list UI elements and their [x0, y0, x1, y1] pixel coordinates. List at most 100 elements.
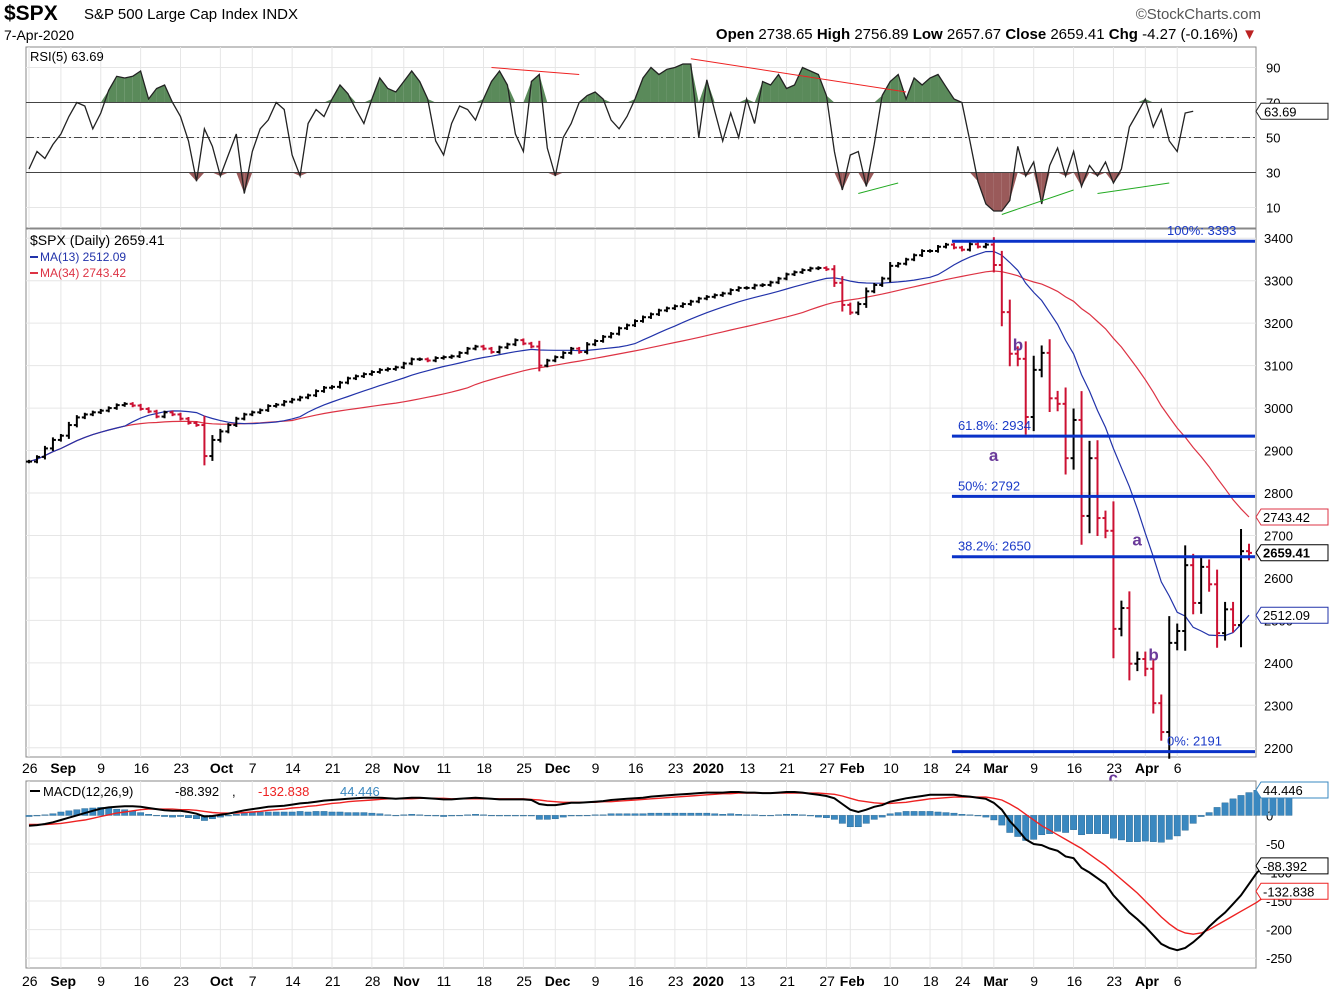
macd-x-tick: 26 [22, 973, 38, 989]
macd-histogram-bar [631, 813, 639, 816]
rsi-oversold-fill [1113, 172, 1122, 183]
macd-histogram-bar [280, 811, 288, 816]
macd-histogram-bar [193, 815, 200, 820]
signal-legend-value: -132.838 [258, 784, 309, 799]
macd-histogram-bar [783, 814, 790, 816]
rsi-overbought-fill [914, 78, 923, 103]
macd-x-tick: 9 [592, 973, 600, 989]
price-tick-label: 3300 [1264, 274, 1293, 289]
fib-level-label: 0%: 2191 [1167, 734, 1222, 749]
macd-x-tick: 13 [740, 973, 756, 989]
macd-histogram-bar [519, 815, 527, 817]
macd-histogram-bar [480, 814, 487, 816]
macd-x-tick: 21 [780, 973, 796, 989]
ma34-line [28, 270, 1250, 518]
macd-histogram-bar [703, 812, 711, 816]
macd-histogram-bar [464, 814, 471, 816]
macd-histogram-bar [1141, 815, 1149, 842]
ma13-last-tag-box [1255, 606, 1329, 624]
rsi-overbought-fill [930, 74, 939, 103]
macd-x-tick: Feb [840, 973, 865, 989]
price-tick-label: 2400 [1264, 656, 1293, 671]
rsi-overbought-fill [778, 74, 787, 103]
macd-histogram-bar [799, 814, 806, 816]
macd-histogram-bar [974, 815, 982, 817]
close-value: 2659.41 [1050, 26, 1105, 43]
macd-x-tick: 28 [365, 973, 381, 989]
macd-x-tick: 10 [883, 973, 899, 989]
rsi-overbought-fill [674, 64, 683, 103]
rsi-overbought-fill [794, 67, 803, 103]
macd-histogram-bar [727, 813, 735, 816]
rsi-last-value: 63.69 [1264, 104, 1297, 119]
macd-histogram-bar [934, 811, 942, 816]
macd-histogram-bar [807, 815, 814, 817]
macd-histogram-bar [958, 814, 966, 816]
macd-histogram-bar [990, 815, 998, 821]
rsi-oversold-fill [300, 172, 309, 176]
rsi-oversold-fill [547, 172, 556, 176]
macd-histogram-bar [440, 815, 448, 817]
macd-histogram-bar [910, 811, 918, 816]
macd-x-tick: 16 [134, 973, 150, 989]
macd-histogram-bar [950, 812, 958, 816]
price-x-tick: 23 [174, 760, 190, 776]
low-label: Low [912, 26, 943, 43]
macd-histogram-bar [432, 815, 440, 817]
price-x-tick: 2020 [693, 760, 724, 776]
macd-histogram-bar [735, 814, 743, 816]
rsi-oversold-fill [977, 172, 986, 204]
rsi-overbought-fill [116, 76, 125, 103]
open-label: Open [715, 26, 755, 43]
macd-histogram-bar [822, 815, 830, 818]
macd-histogram-bar [488, 815, 495, 817]
macd-histogram-bar [942, 812, 950, 816]
rsi-overbought-fill [395, 81, 404, 103]
macd-x-tick: Mar [983, 973, 1008, 989]
macd-histogram-bar [376, 813, 384, 816]
macd-histogram-bar [25, 815, 33, 817]
macd-histogram-bar [1149, 815, 1157, 842]
hist-last-tag-box [1255, 781, 1329, 799]
rsi-line [28, 63, 1194, 212]
macd-x-tick: 27 [819, 973, 835, 989]
price-x-tick: 16 [628, 760, 644, 776]
price-tick-label: 2900 [1264, 444, 1293, 459]
wave-label: a [1132, 531, 1142, 550]
macd-histogram-bar [49, 813, 57, 816]
macd-histogram-bar [1173, 815, 1181, 837]
ma34-last-tag-box [1255, 508, 1329, 526]
rsi-overbought-fill [770, 74, 779, 103]
macd-histogram-bar [695, 812, 703, 816]
price-panel: 2200230024002500260027002800290030003100… [22, 223, 1329, 989]
wave-label: c [1108, 768, 1117, 787]
price-x-tick: 9 [97, 760, 105, 776]
rsi-overbought-fill [603, 99, 612, 103]
macd-histogram-bar [719, 814, 727, 816]
high-value: 2756.89 [854, 26, 909, 43]
macd-histogram-bar [1245, 792, 1253, 816]
macd-histogram-bar [352, 812, 360, 816]
hist-last-tag: 44.446 [1263, 783, 1303, 798]
fib-level-label: 50%: 2792 [958, 478, 1020, 493]
macd-histogram-bar [575, 815, 583, 817]
macd-histogram-bar [982, 815, 990, 818]
rsi-overbought-fill [124, 76, 133, 103]
security-name: S&P 500 Large Cap Index INDX [84, 6, 299, 23]
macd-histogram-bar [894, 812, 902, 816]
macd-histogram-bar [65, 810, 73, 816]
rsi-oversold-fill [985, 172, 994, 211]
rsi-overbought-fill [108, 76, 117, 103]
macd-histogram-bar [854, 815, 862, 828]
macd-histogram-bar [137, 812, 145, 816]
close-last-tag-box [1255, 544, 1329, 562]
macd-x-tick: 7 [249, 973, 257, 989]
macd-histogram-bar [1237, 795, 1245, 816]
rsi-overbought-fill [802, 67, 811, 103]
rsi-oversold-fill [292, 172, 301, 176]
macd-histogram-bar [408, 814, 416, 816]
macd-histogram-bar [400, 814, 408, 816]
price-x-tick: Sep [50, 760, 76, 776]
rsi-overbought-fill [324, 99, 333, 103]
price-x-tick: 9 [592, 760, 600, 776]
